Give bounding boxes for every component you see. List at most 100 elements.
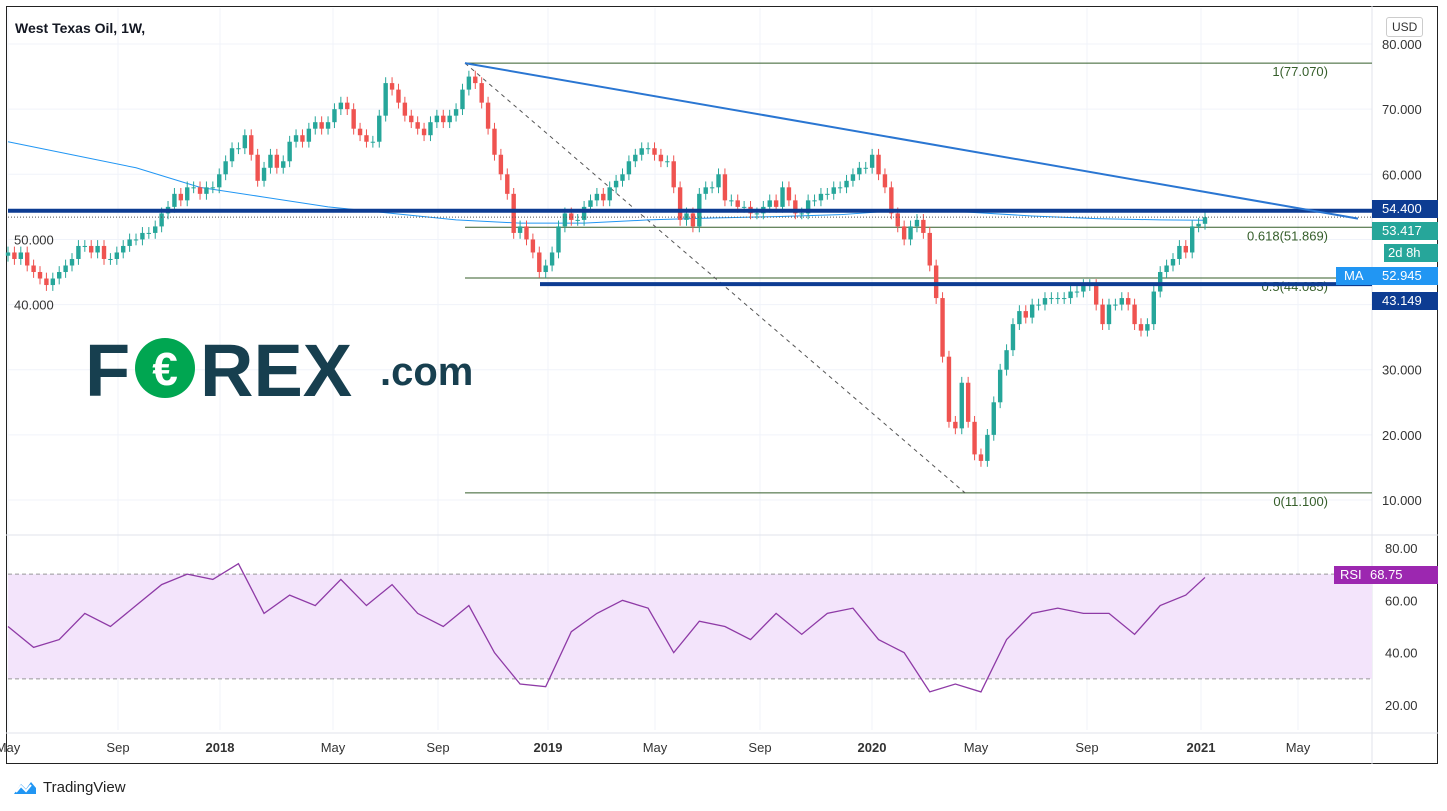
tradingview-cloud-icon xyxy=(14,782,36,794)
candle-body xyxy=(1145,324,1150,331)
candle-body xyxy=(684,213,689,220)
candle-body xyxy=(217,174,222,188)
candle-body xyxy=(1004,350,1009,370)
candle-body xyxy=(972,421,977,455)
candle-body xyxy=(1081,285,1086,292)
rsi-band xyxy=(8,574,1372,679)
candle-body xyxy=(18,252,24,259)
level-low-tag: 43.149 xyxy=(1372,292,1438,310)
candle-body xyxy=(876,154,881,175)
candle-body xyxy=(857,167,862,175)
candle-body xyxy=(620,174,625,181)
candle-body xyxy=(556,226,561,253)
price-axis-tick: 60.000 xyxy=(1382,167,1422,182)
countdown-tag: 2d 8h xyxy=(1384,244,1438,262)
candle-body xyxy=(997,369,1003,403)
candle-body xyxy=(268,154,273,168)
candle-body xyxy=(287,141,292,162)
candle-body xyxy=(1157,272,1163,292)
candle-body xyxy=(485,102,491,129)
forex-logo: F € REX .com xyxy=(85,329,473,412)
candle-body xyxy=(466,76,472,90)
candle-body xyxy=(665,161,670,163)
candle-body xyxy=(274,154,280,168)
ma-value-tag: 52.945 xyxy=(1372,267,1438,285)
candle-body xyxy=(588,200,593,207)
candle-body xyxy=(108,258,113,260)
candle-body xyxy=(1170,258,1176,266)
candle-body xyxy=(626,161,632,175)
candle-body xyxy=(850,174,856,181)
candle-body xyxy=(1023,311,1028,318)
candle-body xyxy=(300,135,305,142)
tradingview-logo[interactable]: TradingView xyxy=(12,778,126,796)
candle-body xyxy=(492,128,497,155)
time-axis-tick: May xyxy=(1286,740,1311,755)
rsi-label-tag: RSI xyxy=(1334,566,1366,584)
candle-body xyxy=(383,83,388,116)
time-axis-tick: Sep xyxy=(106,740,129,755)
candle-body xyxy=(101,245,107,259)
candle-body xyxy=(281,161,286,168)
time-axis-tick: 2021 xyxy=(1187,740,1216,755)
chart-title: West Texas Oil, 1W, xyxy=(15,20,146,36)
candle-body xyxy=(293,135,299,142)
candle-body xyxy=(831,187,836,194)
level-high-tag: 54.400 xyxy=(1372,200,1438,218)
candle-body xyxy=(82,245,88,247)
candle-body xyxy=(799,213,804,215)
candle-body xyxy=(1017,311,1022,325)
last-price-tag: 53.417 xyxy=(1372,222,1438,240)
fib-level-label: 1(77.070) xyxy=(1272,64,1328,79)
candle-body xyxy=(1106,304,1112,325)
candle-body xyxy=(441,115,446,123)
candle-body xyxy=(511,193,516,233)
rsi-value-tag: 68.75 xyxy=(1366,566,1438,584)
candle-body xyxy=(498,154,504,175)
candle-body xyxy=(1125,298,1131,305)
candle-body xyxy=(249,135,254,155)
candle-body xyxy=(236,148,241,150)
candle-body xyxy=(1049,298,1054,300)
candle-body xyxy=(927,232,932,266)
candle-body xyxy=(1196,223,1201,227)
candle-body xyxy=(562,213,568,227)
candle-body xyxy=(895,213,900,227)
candle-body xyxy=(754,213,760,215)
candle-body xyxy=(537,252,542,273)
candle-body xyxy=(965,382,971,422)
candle-body xyxy=(453,109,459,116)
candle-body xyxy=(1055,298,1060,300)
candle-body xyxy=(421,128,427,136)
candle-body xyxy=(370,141,376,143)
candle-body xyxy=(677,187,683,220)
candle-body xyxy=(818,193,824,201)
candle-body xyxy=(428,122,433,136)
candle-body xyxy=(825,193,830,195)
candle-body xyxy=(863,167,868,169)
candle-body xyxy=(261,167,267,181)
candle-body xyxy=(837,187,843,189)
candle-body xyxy=(44,278,49,286)
currency-button[interactable]: USD xyxy=(1386,17,1424,37)
candle-body xyxy=(364,135,369,142)
candle-body xyxy=(594,193,600,201)
candle-body xyxy=(1036,304,1041,306)
candle-body xyxy=(178,193,184,201)
logo-o-circle xyxy=(135,338,195,398)
candle-body xyxy=(690,213,696,227)
candle-body xyxy=(658,154,664,162)
candle-body xyxy=(338,102,344,110)
candle-body xyxy=(402,102,408,116)
time-axis-tick: 2019 xyxy=(534,740,563,755)
candle-body xyxy=(306,128,312,142)
fib-level-label: 0(11.100) xyxy=(1273,494,1328,509)
candle-body xyxy=(121,245,126,253)
candle-body xyxy=(25,252,30,266)
candle-body xyxy=(63,265,68,273)
logo-text-com: .com xyxy=(380,350,473,394)
candle-body xyxy=(12,252,17,259)
candle-body xyxy=(543,265,548,273)
candle-body xyxy=(325,122,331,129)
